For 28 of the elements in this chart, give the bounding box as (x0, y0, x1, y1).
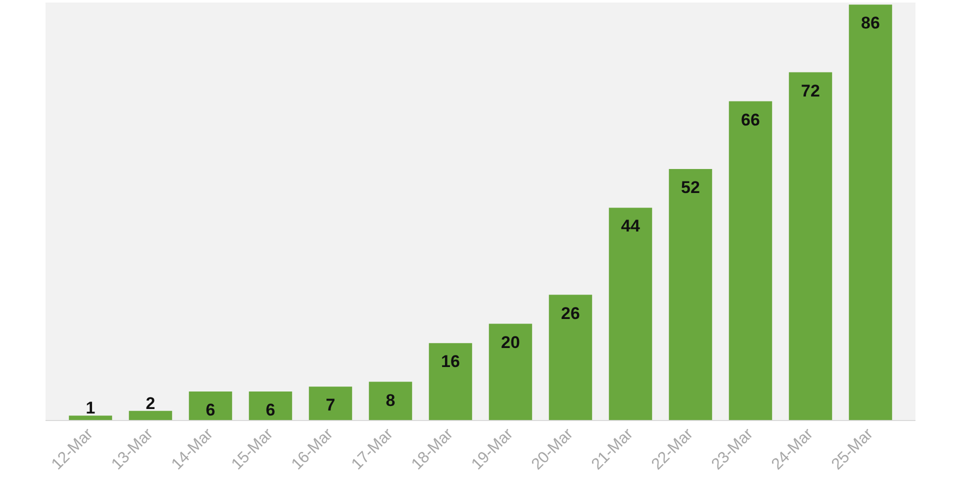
data-label: 72 (801, 81, 820, 100)
bar (728, 101, 772, 420)
bar (788, 72, 832, 420)
bar (248, 391, 292, 420)
data-label: 20 (501, 332, 520, 352)
bar (428, 343, 472, 420)
bar (128, 410, 172, 420)
data-label: 86 (861, 14, 880, 33)
data-label: 7 (326, 396, 336, 415)
bar (368, 382, 412, 420)
bar (188, 391, 232, 420)
data-label: 6 (206, 400, 216, 420)
bar (308, 386, 352, 420)
data-label: 16 (441, 352, 460, 372)
bar (548, 294, 592, 420)
data-label: 2 (146, 394, 156, 413)
data-label: 6 (266, 400, 276, 420)
bar (68, 416, 112, 420)
data-label: 1 (86, 398, 96, 418)
data-label: 66 (741, 110, 760, 130)
bar (848, 4, 892, 420)
bar (668, 169, 712, 420)
data-label: 44 (621, 216, 640, 236)
bar (608, 208, 652, 420)
data-label: 8 (386, 390, 396, 410)
data-label: 26 (561, 304, 580, 323)
bar (488, 324, 532, 420)
data-label: 52 (681, 178, 700, 198)
